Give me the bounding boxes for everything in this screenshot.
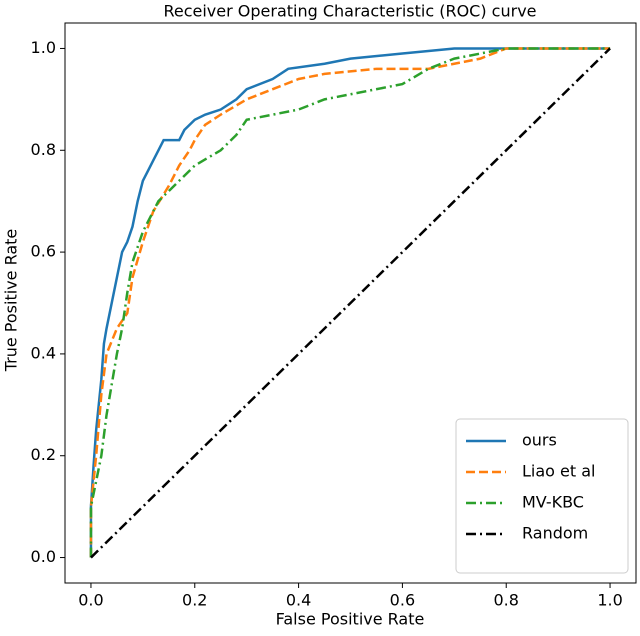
series-line — [89, 47, 611, 558]
x-tick-label: 0.4 — [286, 591, 311, 610]
legend-label: Liao et al — [522, 462, 596, 481]
legend-box — [455, 418, 629, 574]
legend-label: Random — [522, 524, 588, 543]
series-line — [89, 47, 611, 558]
y-tick-label: 0.8 — [31, 140, 56, 159]
legend-label: ours — [522, 431, 557, 450]
x-axis-label: False Positive Rate — [276, 610, 425, 629]
legend-label: MV-KBC — [522, 493, 584, 512]
y-axis-label: True Positive Rate — [2, 229, 21, 373]
y-tick-label: 0.6 — [31, 242, 56, 261]
x-tick-label: 0.8 — [494, 591, 519, 610]
chart-title: Receiver Operating Characteristic (ROC) … — [163, 2, 536, 21]
legend: ours Liao et al MV-KBC Random — [455, 418, 629, 574]
x-tick-label: 0.2 — [182, 591, 207, 610]
y-tick-label: 1.0 — [31, 38, 56, 57]
x-tick-label: 0.6 — [390, 591, 415, 610]
y-tick-label: 0.4 — [31, 343, 56, 362]
x-tick-label: 0.0 — [78, 591, 103, 610]
series-line — [89, 47, 611, 558]
y-tick-label: 0.2 — [31, 445, 56, 464]
plot-frame — [64, 22, 637, 584]
series-line — [90, 47, 611, 559]
x-tick-label: 1.0 — [597, 591, 622, 610]
y-tick-label: 0.0 — [31, 547, 56, 566]
